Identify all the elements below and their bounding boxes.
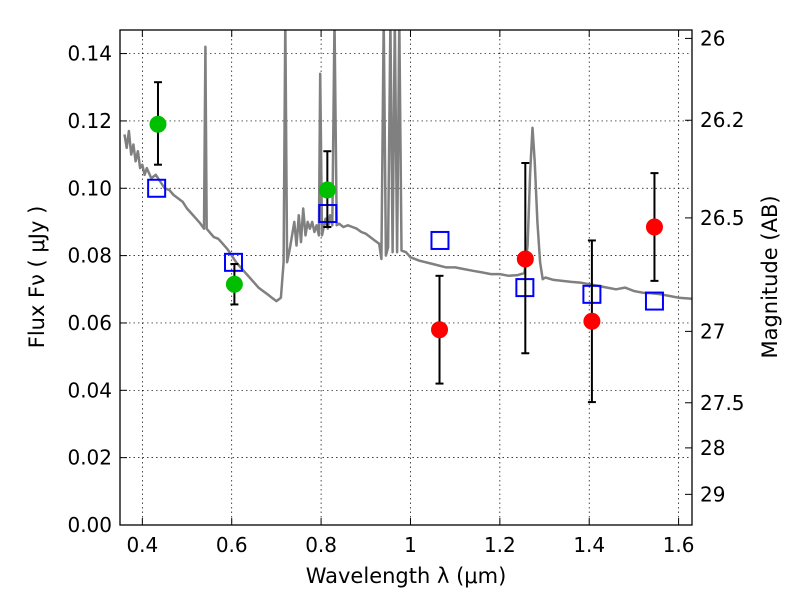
- x-tick-label: 1.6: [663, 533, 695, 557]
- data-point: [225, 275, 243, 293]
- y2-tick-label: 26.5: [700, 206, 745, 230]
- y-axis-title: Flux Fν ( μJy ): [25, 206, 49, 349]
- y2-tick-label: 27: [700, 319, 725, 343]
- y2-tick-label: 27.5: [700, 391, 745, 415]
- y-tick-label: 0.02: [67, 446, 112, 470]
- data-point: [645, 218, 663, 236]
- y-tick-label: 0.06: [67, 311, 112, 335]
- y-tick-label: 0.08: [67, 244, 112, 268]
- y2-tick-label: 29: [700, 482, 725, 506]
- y2-axis-title: Magnitude (AB): [758, 195, 782, 358]
- data-point: [583, 312, 601, 330]
- x-tick-label: 1.2: [484, 533, 516, 557]
- axis-ticks: 0.4 0.6 0.8 1 1.2 1.4 1.6 0.00 0.02 0.04 0.06 0.08 0…: [67, 26, 744, 557]
- y2-tick-label: 28: [700, 436, 725, 460]
- y-tick-label: 0.12: [67, 109, 112, 133]
- model-spectrum-line: [123, 30, 692, 303]
- model-flux-square: [147, 178, 167, 198]
- x-axis-title: Wavelength λ (μm): [306, 564, 507, 588]
- x-tick-label: 0.6: [216, 533, 248, 557]
- x-tick-label: 1.4: [573, 533, 605, 557]
- x-tick-label: 0.4: [126, 533, 158, 557]
- y-tick-label: 0.04: [67, 378, 112, 402]
- model-flux-square: [644, 291, 664, 311]
- data-point: [318, 181, 336, 199]
- plot-area: [123, 30, 692, 404]
- y2-tick-label: 26.2: [700, 108, 745, 132]
- data-point: [149, 115, 167, 133]
- data-point: [516, 250, 534, 268]
- y-tick-label: 0.00: [67, 513, 112, 537]
- y-tick-label: 0.14: [67, 42, 112, 66]
- x-tick-label: 0.8: [305, 533, 337, 557]
- model-flux-square: [430, 230, 450, 250]
- data-point: [431, 321, 449, 339]
- y-tick-label: 0.10: [67, 176, 112, 200]
- x-tick-label: 1: [404, 533, 417, 557]
- plot-frame: [119, 29, 693, 526]
- y2-tick-label: 26: [700, 26, 725, 50]
